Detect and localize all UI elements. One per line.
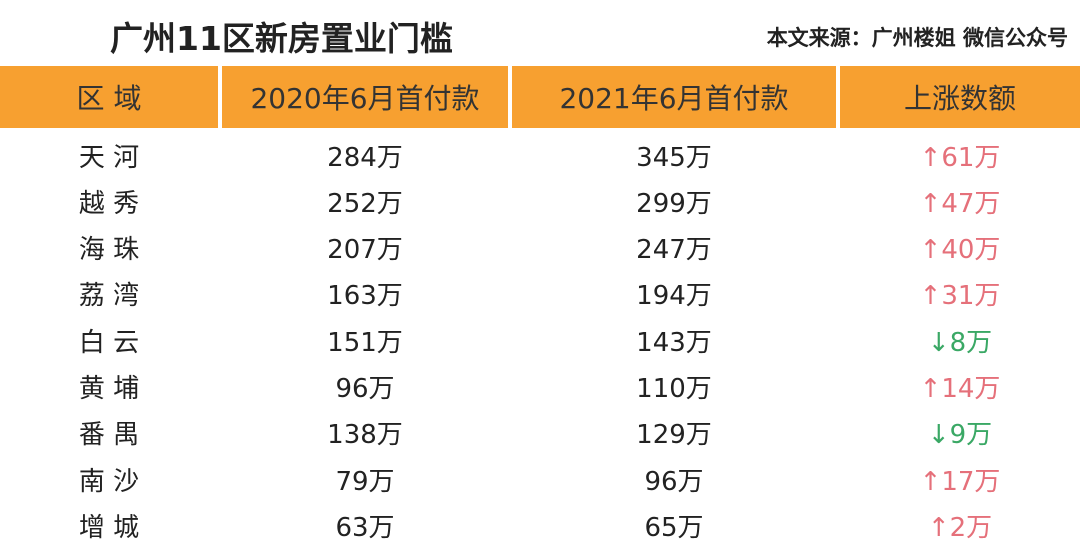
table-cell: 284万	[327, 142, 403, 173]
table-cell: 143万	[636, 327, 712, 358]
column-header: 上涨数额	[840, 66, 1080, 128]
title: 广州11区新房置业门槛	[110, 19, 453, 58]
table-cell: 96万	[335, 374, 395, 404]
table-cell: 207万	[327, 235, 403, 266]
table-cell: 黄 埔	[78, 374, 140, 404]
table-cell: 越 秀	[78, 188, 140, 219]
table-cell: ↑61万	[919, 142, 1001, 173]
table-cell: 163万	[327, 281, 403, 312]
column-header: 区 域	[0, 66, 218, 128]
column-header: 2020年6月首付款	[222, 66, 508, 128]
table-cell: ↑47万	[919, 188, 1001, 219]
table-cell: ↑40万	[919, 235, 1001, 266]
table-cell: 天 河	[78, 142, 140, 173]
source: 本文来源：广州楼姐 微信公众号	[766, 26, 1068, 50]
table-cell: 海 珠	[78, 235, 140, 266]
table-cell: 白 云	[78, 327, 140, 358]
table-cell: 南 沙	[78, 466, 140, 497]
table-cell: 65万	[644, 512, 704, 543]
table-cell: ↓9万	[927, 420, 993, 451]
table-cell: 252万	[327, 188, 403, 219]
table-cell: 194万	[636, 281, 712, 312]
column-header: 2021年6月首付款	[512, 66, 836, 128]
table-cell: 荔 湾	[78, 281, 140, 312]
table-cell: 345万	[636, 142, 712, 173]
table-cell: 247万	[636, 235, 712, 266]
table-cell: 110万	[636, 374, 712, 404]
table-cell: ↑17万	[919, 466, 1001, 497]
table-cell: 番 禺	[78, 420, 140, 451]
table-cell: 138万	[327, 420, 403, 451]
table-cell: 96万	[644, 466, 704, 497]
table-cell: ↑14万	[919, 374, 1001, 404]
table-cell: 63万	[335, 512, 395, 543]
table-cell: 79万	[335, 466, 395, 497]
table-cell: ↓8万	[927, 327, 993, 358]
table-cell: ↑2万	[927, 512, 993, 543]
table-cell: 299万	[636, 188, 712, 219]
table-cell: ↑31万	[919, 281, 1001, 312]
table-cell: 增 城	[78, 512, 140, 543]
table-cell: 129万	[636, 420, 712, 451]
table-cell: 151万	[327, 327, 403, 358]
